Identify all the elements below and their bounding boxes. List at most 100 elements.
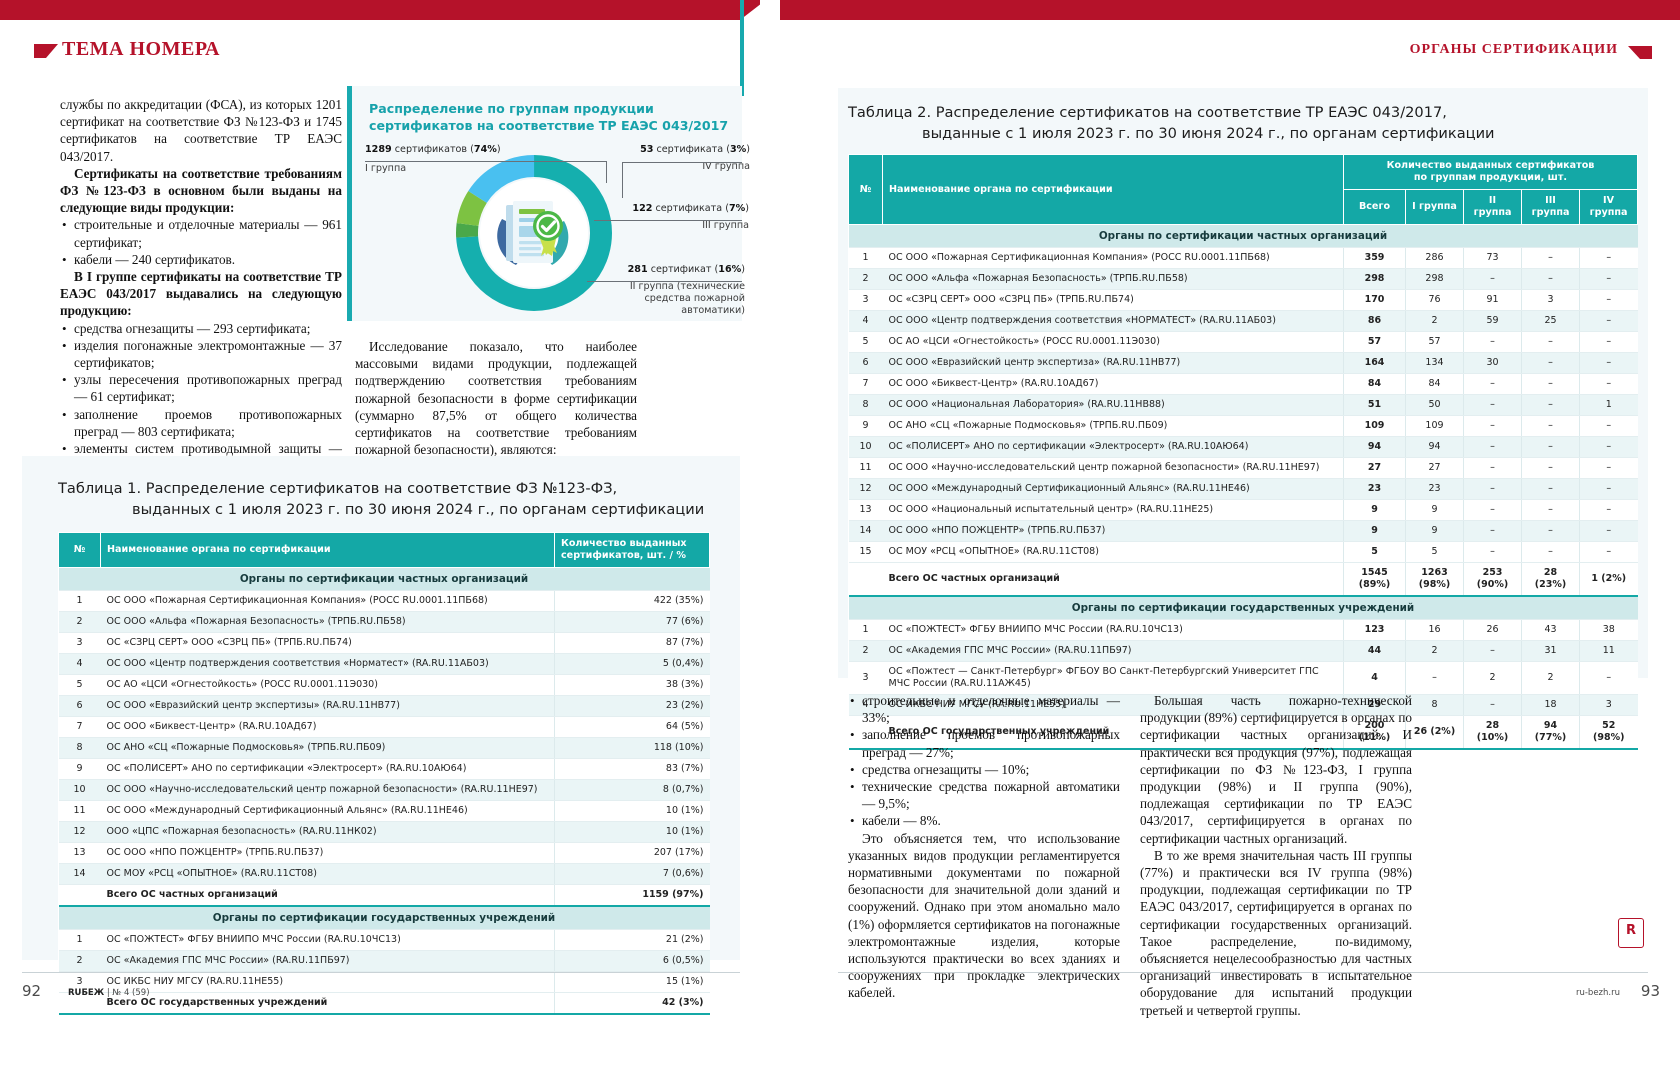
row-name: ОС МОУ «РСЦ «ОПЫТНОЕ» (RA.RU.11СТ08)	[882, 541, 1344, 563]
row-g4: –	[1579, 661, 1638, 695]
rubezh-logo-icon	[1618, 918, 1644, 948]
row-g4: 52 (98%)	[1579, 715, 1638, 750]
donut-svg	[456, 155, 612, 311]
row-index: 7	[58, 716, 101, 738]
row-total: 29	[1343, 694, 1406, 716]
row-name: ОС «Академия ГПС МЧС России» (RA.RU.11ПБ…	[882, 640, 1344, 662]
table1-section-state-label: Органы по сертификации государственных у…	[58, 906, 710, 930]
chart-label-percent: 74%	[473, 144, 497, 155]
row-index: 8	[58, 737, 101, 759]
chart-label-unit: сертификат	[650, 264, 712, 275]
row-name: ОС ООО «Пожарная Сертификационная Компан…	[100, 590, 555, 612]
row-g3: –	[1521, 520, 1580, 542]
row-index: 9	[58, 758, 101, 780]
row-g3: 31	[1521, 640, 1580, 662]
row-total: 4	[1343, 661, 1406, 695]
row-name: ОС ООО «Научно-исследовательский центр п…	[100, 779, 555, 801]
row-g2: –	[1463, 499, 1522, 521]
intro-paragraph-1: службы по аккредитации (ФСА), из которых…	[60, 97, 342, 164]
chart-label-percent: 7%	[728, 203, 746, 214]
row-index: 1	[848, 619, 883, 641]
table1-section-private-label: Органы по сертификации частных организац…	[58, 567, 710, 591]
table1-section-state: Органы по сертификации государственных у…	[58, 906, 710, 930]
row-value: 38 (3%)	[554, 674, 710, 696]
rubric-flag-right-icon	[1628, 46, 1652, 59]
row-total: 94	[1343, 436, 1406, 458]
footer-brand-left: RUБЕЖ | № 4 (59)	[68, 988, 150, 998]
table-row: 14 ОС ООО «НПО ПОЖЦЕНТР» (ТРПБ.RU.ПБ37) 9 9…	[848, 520, 1638, 542]
right-bullet-list: строительные и отделочные материалы — 33…	[848, 692, 1120, 830]
row-g2: 91	[1463, 289, 1522, 311]
row-name: ООО «ЦПС «Пожарная безопасность» (RA.RU.…	[100, 821, 555, 843]
chart-label-unit: сертификата	[655, 203, 723, 214]
row-value: 118 (10%)	[554, 737, 710, 759]
row-g1: 27	[1405, 457, 1464, 479]
row-g2: 253 (90%)	[1463, 562, 1522, 597]
row-index: 1	[58, 929, 101, 951]
row-g1: 5	[1405, 541, 1464, 563]
row-g2: –	[1463, 415, 1522, 437]
table-row: 2 ОС ООО «Альфа «Пожарная Безопасность» (…	[58, 611, 710, 633]
table1-th-name: Наименование органа по сертификации	[100, 532, 555, 568]
row-g2: –	[1463, 331, 1522, 353]
table2-caption-line1: Таблица 2. Распределение сертификатов на…	[848, 104, 1447, 121]
table-row: 13 ОС ООО «НПО ПОЖЦЕНТР» (ТРПБ.RU.ПБ37) 20…	[58, 842, 710, 864]
row-name: Всего ОС частных организаций	[100, 884, 555, 907]
research-note-text: Исследование показало, что наиболее масс…	[355, 339, 637, 458]
intro-paragraph-2: Сертификаты на соответствие требованиям …	[60, 165, 342, 216]
table2-wrapper: № Наименование органа по сертификации Ко…	[848, 154, 1638, 750]
chart-panel: Распределение по группам продукции серти…	[347, 86, 750, 321]
row-index: 6	[848, 352, 883, 374]
top-red-band-right	[780, 0, 1680, 20]
table-row: 7 ОС ООО «Биквест-Центр» (RA.RU.10АД67) 84…	[848, 373, 1638, 395]
row-g1: 16	[1405, 619, 1464, 641]
row-g3: –	[1521, 373, 1580, 395]
row-g3: –	[1521, 268, 1580, 290]
chart-label-unit: сертификата	[656, 144, 724, 155]
table2-section-private-label: Органы по сертификации частных организац…	[848, 224, 1638, 248]
table-row: 6 ОС ООО «Евразийский центр экспертизы» (…	[58, 695, 710, 717]
list-item: кабели — 240 сертификатов.	[62, 251, 342, 268]
row-name: ОС ООО «Центр подтверждения соответствия…	[100, 653, 555, 675]
list-item: кабели — 8%.	[850, 812, 1120, 829]
row-g4: –	[1579, 436, 1638, 458]
row-g3: 3	[1521, 289, 1580, 311]
intro-column: службы по аккредитации (ФСА), из которых…	[60, 96, 342, 474]
row-g2: 59	[1463, 310, 1522, 332]
row-g3: –	[1521, 499, 1580, 521]
table-row: 4 ОС ООО «Центр подтверждения соответстви…	[848, 310, 1638, 332]
row-g1: 26 (2%)	[1405, 715, 1464, 750]
row-name: ОС ООО «Пожарная Сертификационная Компан…	[882, 247, 1344, 269]
row-index: 5	[58, 674, 101, 696]
row-g4: –	[1579, 352, 1638, 374]
chart-leader-line-1	[365, 161, 607, 162]
table1-caption-line1: Таблица 1. Распределение сертификатов на…	[58, 480, 618, 497]
table2-th-group-title-line1: Количество выданных сертификатов	[1386, 160, 1595, 171]
row-total: 27	[1343, 457, 1406, 479]
row-g1: 76	[1405, 289, 1464, 311]
row-g1: 23	[1405, 478, 1464, 500]
row-g1: 94	[1405, 436, 1464, 458]
table-row: 1 ОС ООО «Пожарная Сертификационная Компа…	[58, 590, 710, 612]
table-row: 2 ОС «Академия ГПС МЧС России» (RA.RU.11П…	[58, 950, 710, 972]
row-g1: 57	[1405, 331, 1464, 353]
bullet-list-2: средства огнезащиты — 293 сертификата; и…	[60, 320, 342, 475]
row-total: 164	[1343, 352, 1406, 374]
table2-th-g3: III группа	[1521, 189, 1580, 225]
row-g2: –	[1463, 457, 1522, 479]
row-index: 13	[58, 842, 101, 864]
chart-label-group-name: I группа	[365, 162, 407, 174]
row-total: 1545 (89%)	[1343, 562, 1406, 597]
row-g1: 134	[1405, 352, 1464, 374]
footer-rule-left	[22, 972, 740, 973]
row-g3: –	[1521, 478, 1580, 500]
table-row: 12 ООО «ЦПС «Пожарная безопасность» (RA.R…	[58, 821, 710, 843]
row-g4: 1	[1579, 394, 1638, 416]
row-g3: 18	[1521, 694, 1580, 716]
row-value: 8 (0,7%)	[554, 779, 710, 801]
row-total: 9	[1343, 520, 1406, 542]
chart-label-unit: сертификатов	[394, 144, 468, 155]
row-g1: 84	[1405, 373, 1464, 395]
row-value: 207 (17%)	[554, 842, 710, 864]
row-g3: 43	[1521, 619, 1580, 641]
